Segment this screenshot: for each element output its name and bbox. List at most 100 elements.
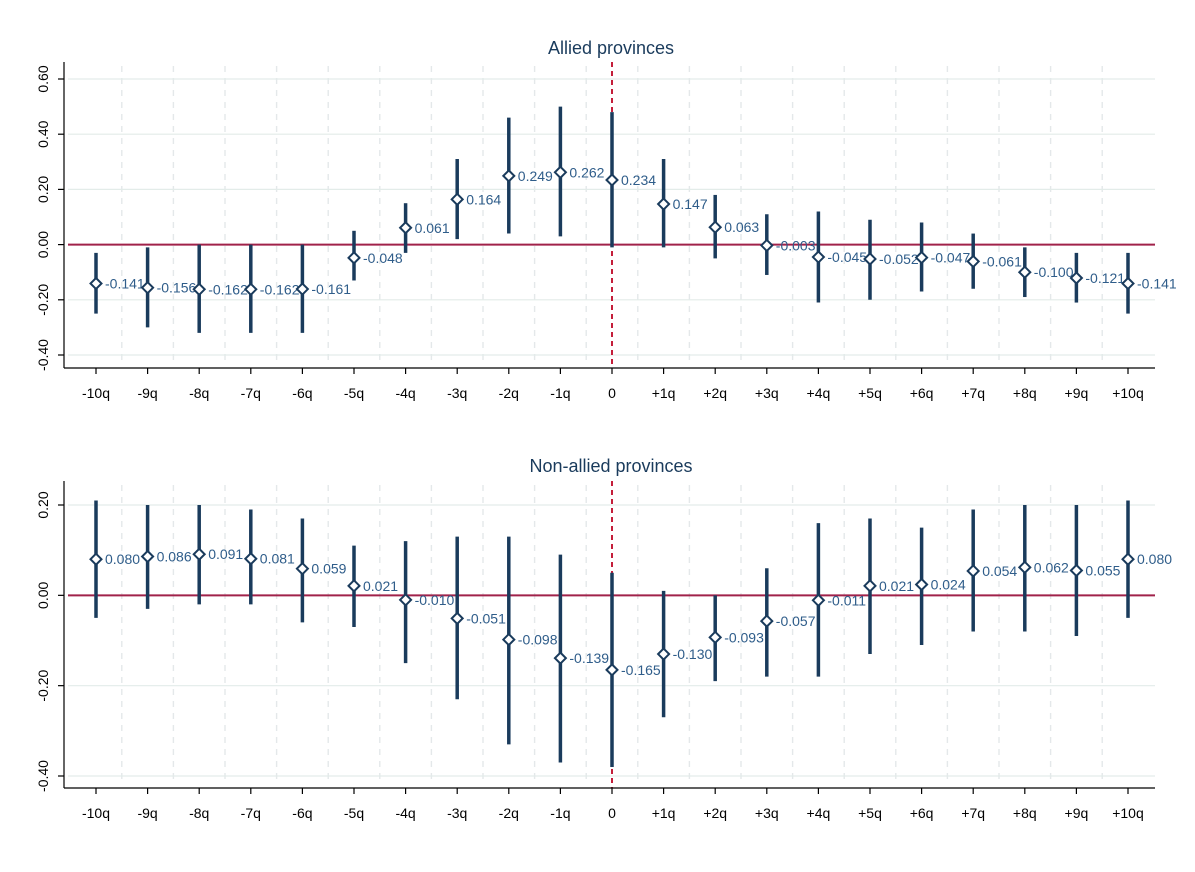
x-tick-label: +3q [755, 805, 779, 821]
x-tick-label: -2q [499, 385, 519, 401]
x-tick-label: -6q [292, 805, 312, 821]
point-marker [140, 280, 155, 295]
panel-allied: -0.40 -0.20 0.00 0.20 0.40 0.60 -10q -9q -8q -7q -… [35, 38, 1177, 401]
point-marker [656, 647, 671, 661]
x-tick-label: -1q [550, 805, 570, 821]
point-marker [605, 662, 619, 677]
value-label: 0.055 [1085, 562, 1120, 578]
x-tick-label: +1q [652, 385, 676, 401]
point-marker [966, 564, 981, 578]
x-tick-label: +2q [703, 385, 727, 401]
point-marker [605, 173, 619, 187]
value-label: 0.063 [724, 219, 759, 235]
value-label: 0.080 [105, 551, 140, 567]
value-label: 0.081 [260, 551, 295, 567]
point-marker [1017, 265, 1032, 280]
point-marker [347, 578, 361, 593]
value-label: 0.262 [569, 164, 604, 180]
point-marker [140, 549, 155, 564]
point-marker [89, 552, 103, 567]
point-marker [243, 551, 258, 566]
y-tick-label: -0.20 [35, 284, 51, 316]
value-label: -0.098 [518, 632, 558, 648]
value-label: 0.091 [208, 546, 243, 562]
point-marker [759, 614, 774, 628]
x-tick-label: 0 [608, 385, 616, 401]
point-marker [863, 252, 877, 266]
x-tick-label: -3q [447, 385, 467, 401]
y-tick-label: 0.40 [35, 120, 51, 147]
point-marker [914, 577, 929, 592]
point-marker [759, 238, 774, 253]
value-label: -0.139 [569, 650, 609, 666]
y-tick-label: 0.20 [35, 491, 51, 518]
point-marker [656, 197, 671, 211]
y-tick-label: -0.40 [35, 760, 51, 792]
x-tick-label: -9q [137, 385, 157, 401]
point-marker [501, 632, 516, 647]
point-marker [89, 276, 103, 291]
x-tick-label: +9q [1065, 385, 1089, 401]
x-tick-label: +8q [1013, 805, 1037, 821]
point-marker [192, 282, 207, 297]
value-label: -0.130 [673, 646, 713, 662]
point-marker [450, 611, 465, 626]
point-marker [398, 220, 413, 235]
point-marker [295, 282, 310, 296]
point-marker [811, 593, 826, 608]
x-tick-label: -7q [241, 805, 261, 821]
value-label: -0.003 [776, 237, 816, 253]
x-tick-label: +4q [807, 385, 831, 401]
value-label: 0.061 [415, 220, 450, 236]
value-label: -0.156 [157, 280, 197, 296]
x-tick-label: -8q [189, 805, 209, 821]
value-label: -0.045 [827, 249, 867, 265]
y-tick-label: -0.20 [35, 670, 51, 702]
point-marker [863, 578, 877, 593]
x-tick-label: +10q [1112, 805, 1144, 821]
value-label: 0.249 [518, 168, 553, 184]
panel-title-allied: Allied provinces [548, 38, 674, 58]
point-marker [553, 165, 568, 180]
point-marker [811, 250, 826, 264]
x-tick-label: +8q [1013, 385, 1037, 401]
x-tick-label: -4q [395, 385, 415, 401]
point-marker [1069, 563, 1084, 578]
point-marker [450, 192, 465, 207]
value-label: -0.100 [1034, 264, 1074, 280]
value-label: 0.164 [466, 191, 501, 207]
value-label: 0.054 [982, 563, 1017, 579]
point-marker [295, 561, 310, 576]
x-tick-label: -7q [241, 385, 261, 401]
point-marker [553, 651, 568, 666]
value-label: -0.141 [105, 276, 145, 292]
x-tick-label: +7q [961, 805, 985, 821]
value-label: 0.080 [1137, 551, 1172, 567]
point-marker [966, 254, 981, 269]
point-marker [398, 592, 413, 607]
y-tick-label: 0.00 [35, 581, 51, 608]
value-label: -0.161 [311, 281, 351, 297]
value-label: -0.061 [982, 253, 1022, 269]
panel-nonallied: -0.40 -0.20 0.00 0.20 -10q -9q -8q -7q -6q -5q -4q… [35, 456, 1172, 821]
value-label: 0.086 [157, 548, 192, 564]
value-label: 0.059 [311, 561, 346, 577]
point-marker [1121, 276, 1135, 291]
x-tick-label: +10q [1112, 385, 1144, 401]
value-label: -0.047 [931, 250, 971, 266]
y-tick-label: 0.00 [35, 231, 51, 258]
value-label: -0.162 [208, 281, 248, 297]
x-tick-label: +5q [858, 385, 882, 401]
y-tick-label: 0.60 [35, 65, 51, 92]
point-marker [1069, 271, 1084, 285]
value-label: 0.062 [1034, 559, 1069, 575]
x-tick-label: -10q [82, 385, 110, 401]
value-label: 0.234 [621, 172, 656, 188]
x-tick-label: -3q [447, 805, 467, 821]
point-marker [1121, 552, 1135, 567]
x-tick-label: -8q [189, 385, 209, 401]
x-tick-label: +6q [910, 805, 934, 821]
value-label: 0.021 [879, 578, 914, 594]
point-marker [708, 630, 723, 645]
x-tick-label: +2q [703, 805, 727, 821]
